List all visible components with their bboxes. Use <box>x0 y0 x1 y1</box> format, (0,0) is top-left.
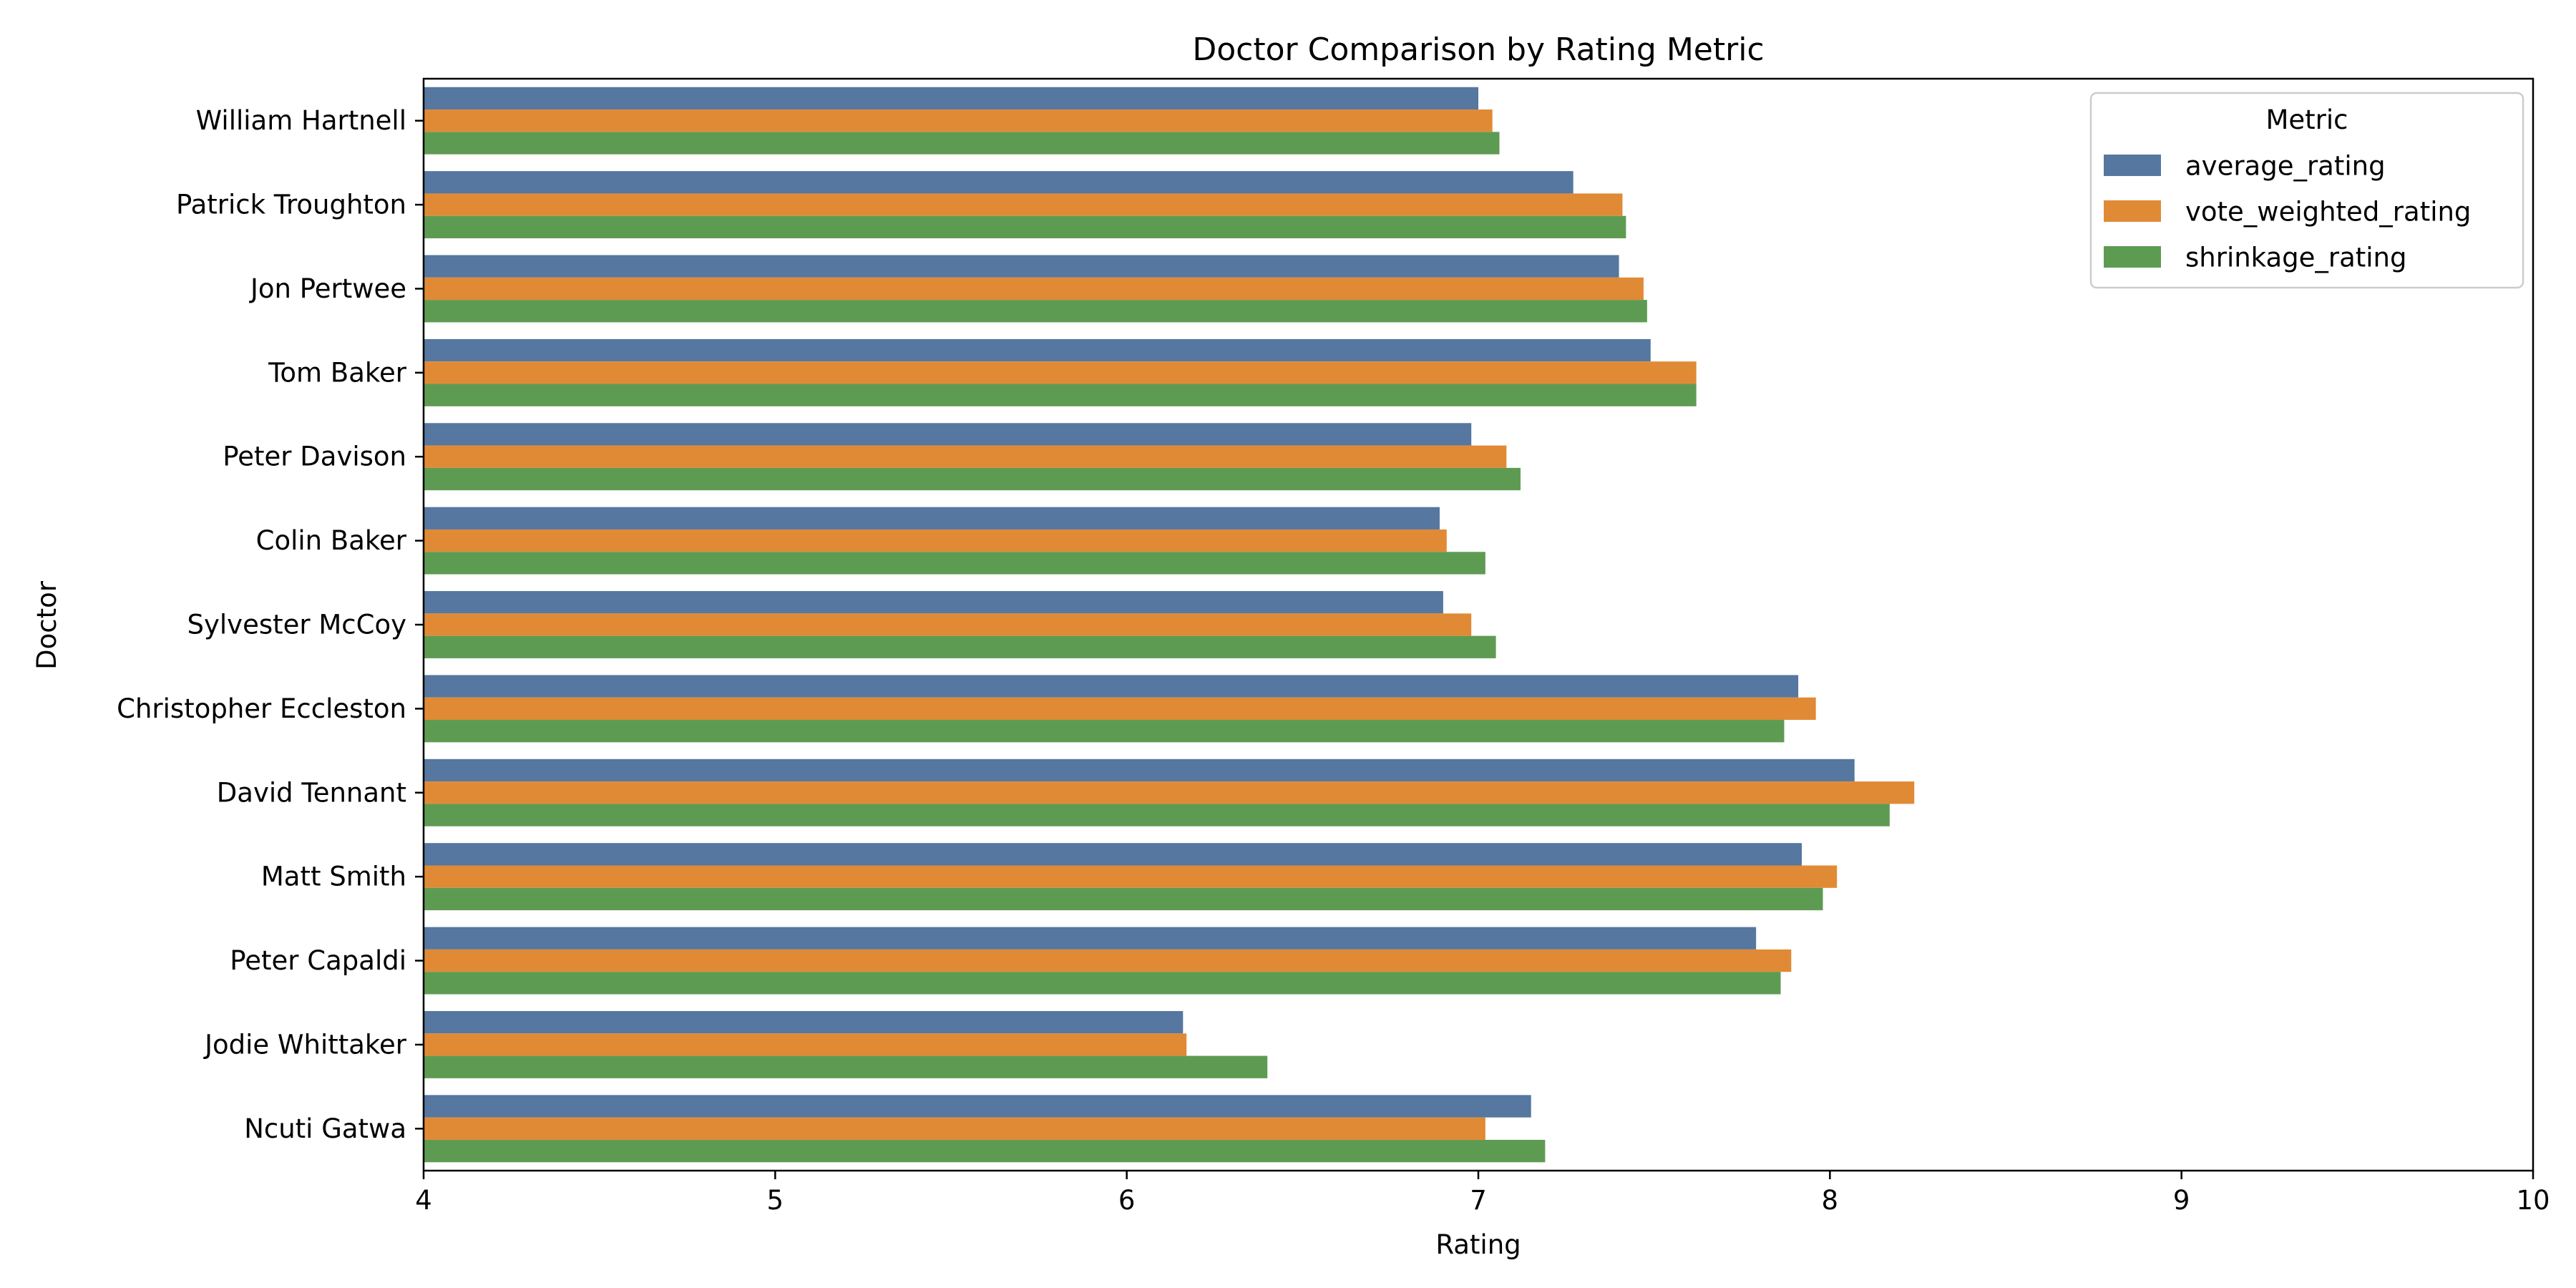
legend-box <box>2089 92 2524 289</box>
bar-vote_weighted_rating <box>424 1033 1187 1056</box>
chart-title: Doctor Comparison by Rating Metric <box>1192 31 1764 68</box>
y-tick-label: William Hartnell <box>196 105 406 136</box>
bar-shrinkage_rating <box>424 1055 1268 1078</box>
bar-average_rating <box>424 675 1799 698</box>
bar-average_rating <box>424 1095 1531 1118</box>
bar-average_rating <box>424 423 1472 446</box>
bars-group <box>424 87 1915 1163</box>
bar-vote_weighted_rating <box>424 865 1838 888</box>
bar-average_rating <box>424 255 1619 278</box>
bar-shrinkage_rating <box>424 215 1626 239</box>
bar-shrinkage_rating <box>424 972 1781 995</box>
bar-average_rating <box>424 758 1855 782</box>
bar-shrinkage_rating <box>424 132 1500 155</box>
x-axis-title: Rating <box>1435 1229 1521 1260</box>
legend-swatch-vote_weighted_rating <box>2104 200 2161 222</box>
bar-shrinkage_rating <box>424 467 1521 491</box>
y-axis-title: Doctor <box>31 580 62 670</box>
bar-vote_weighted_rating <box>424 781 1915 804</box>
bar-average_rating <box>424 927 1757 950</box>
bar-vote_weighted_rating <box>424 529 1447 552</box>
x-tick-label: 5 <box>767 1185 784 1216</box>
bar-average_rating <box>424 171 1574 194</box>
y-tick-label: Christopher Eccleston <box>117 693 406 724</box>
bar-vote_weighted_rating <box>424 697 1816 721</box>
legend: Metric average_rating vote_weighted_ratin… <box>2089 92 2524 289</box>
bar-shrinkage_rating <box>424 384 1697 406</box>
bar-average_rating <box>424 507 1440 530</box>
y-tick-label: Patrick Troughton <box>176 190 406 220</box>
y-tick-label: Matt Smith <box>261 862 406 892</box>
legend-label-vote_weighted_rating: vote_weighted_rating <box>2185 197 2471 228</box>
bar-shrinkage_rating <box>424 635 1496 658</box>
y-tick-label: Sylvester McCoy <box>187 610 406 640</box>
bar-vote_weighted_rating <box>424 613 1472 636</box>
x-tick-label: 9 <box>2173 1185 2190 1216</box>
bar-vote_weighted_rating <box>424 361 1697 384</box>
bar-average_rating <box>424 87 1478 110</box>
legend-label-shrinkage_rating: shrinkage_rating <box>2185 243 2406 273</box>
x-tick-label: 4 <box>415 1185 432 1216</box>
bar-shrinkage_rating <box>424 1139 1546 1163</box>
bar-vote_weighted_rating <box>424 445 1507 468</box>
bar-vote_weighted_rating <box>424 109 1493 132</box>
y-tick-label: Tom Baker <box>268 357 407 388</box>
x-tick-label: 6 <box>1118 1185 1136 1216</box>
bar-average_rating <box>424 843 1802 866</box>
x-tick-label: 8 <box>1822 1185 1839 1216</box>
y-tick-label: Peter Capaldi <box>230 945 406 976</box>
bar-shrinkage_rating <box>424 720 1785 743</box>
legend-title: Metric <box>2265 104 2348 135</box>
bar-vote_weighted_rating <box>424 193 1623 216</box>
bar-average_rating <box>424 591 1443 614</box>
y-tick-label: Peter Davison <box>223 441 406 472</box>
y-tick-label: Jodie Whittaker <box>203 1029 407 1060</box>
y-tick-label: Ncuti Gatwa <box>244 1113 406 1144</box>
y-tick-label: David Tennant <box>217 777 406 808</box>
bar-shrinkage_rating <box>424 552 1485 575</box>
legend-swatch-average_rating <box>2104 155 2161 176</box>
legend-label-average_rating: average_rating <box>2185 151 2386 182</box>
y-tick-label: Colin Baker <box>256 525 407 556</box>
y-tick-label: Jon Pertwee <box>249 273 406 304</box>
y-axis: William Hartnell Patrick Troughton Jon Per… <box>117 105 424 1144</box>
bar-vote_weighted_rating <box>424 949 1792 972</box>
x-tick-label: 10 <box>2516 1185 2550 1216</box>
bar-vote_weighted_rating <box>424 1117 1485 1140</box>
bar-vote_weighted_rating <box>424 277 1644 301</box>
x-tick-label: 7 <box>1470 1185 1487 1216</box>
legend-items: average_rating vote_weighted_ratingshrink… <box>2104 151 2471 273</box>
bar-shrinkage_rating <box>424 804 1890 826</box>
bar-average_rating <box>424 1010 1184 1034</box>
x-axis: 4 5 6 7 8 9 10 <box>415 1171 2550 1216</box>
legend-swatch-shrinkage_rating <box>2104 246 2161 268</box>
bar-shrinkage_rating <box>424 887 1823 911</box>
bar-average_rating <box>424 338 1651 362</box>
bar-shrinkage_rating <box>424 300 1647 323</box>
